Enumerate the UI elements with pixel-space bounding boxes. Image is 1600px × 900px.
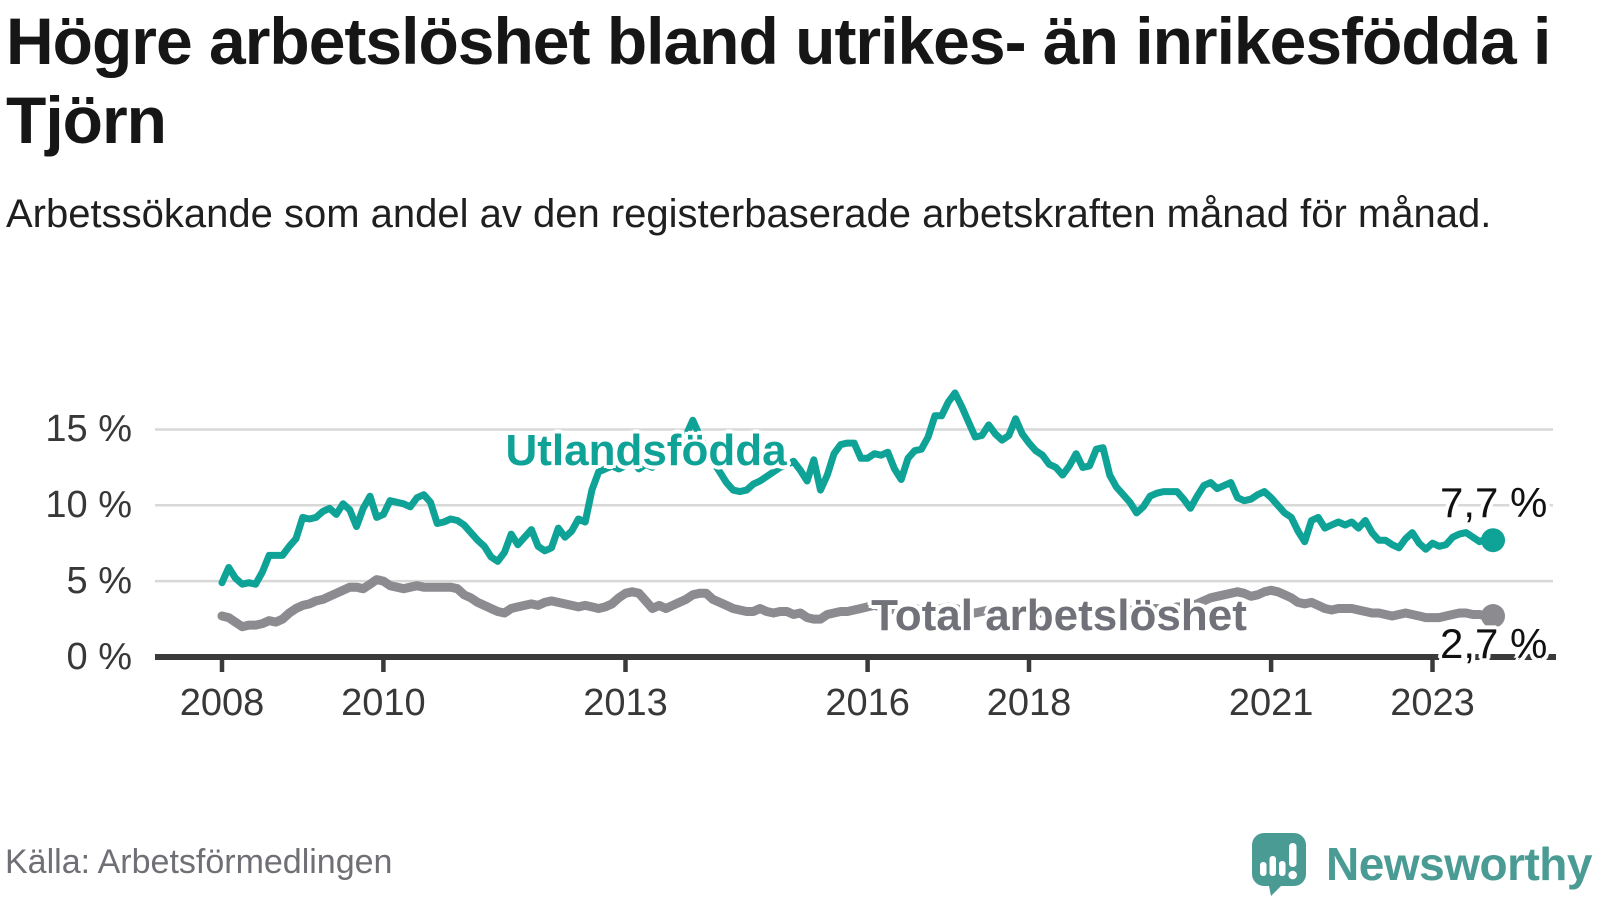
end-value-total: 2,7 % bbox=[1440, 620, 1548, 667]
x-tick-label-2010: 2010 bbox=[341, 682, 426, 724]
source-attribution: Källa: Arbetsförmedlingen bbox=[5, 843, 393, 881]
y-tick-label-15: 15 % bbox=[45, 408, 132, 451]
y-tick-label-10: 10 % bbox=[45, 484, 132, 527]
x-tick-label-2018: 2018 bbox=[986, 682, 1072, 724]
line-series-0 bbox=[218, 389, 1497, 588]
x-tick-label-2008: 2008 bbox=[179, 682, 265, 724]
y-tick-label-0: 0 % bbox=[66, 636, 132, 678]
end-dot-series-1 bbox=[1481, 604, 1506, 629]
series-label-total-arbetsloshet: Total arbetslöshet bbox=[871, 591, 1247, 640]
series-label-utlandsfodda: Utlandsfödda bbox=[505, 426, 787, 475]
end-dot-series-0 bbox=[1481, 528, 1506, 553]
y-tick-label-5: 5 % bbox=[66, 560, 132, 603]
page-title: Högre arbetslöshet bland utrikes- än inr… bbox=[6, 4, 1551, 158]
newsworthy-logo-icon bbox=[1252, 833, 1307, 896]
line-series-1 bbox=[217, 575, 1498, 632]
x-tick-label-2013: 2013 bbox=[583, 682, 668, 724]
x-tick-label-2023: 2023 bbox=[1390, 682, 1475, 724]
x-tick-label-2021: 2021 bbox=[1228, 682, 1314, 724]
newsworthy-logo-text: Newsworthy bbox=[1326, 838, 1592, 890]
x-tick-label-2016: 2016 bbox=[825, 682, 910, 724]
end-value-utlandsfodda: 7,7 % bbox=[1440, 479, 1548, 526]
newsworthy-logo: Newsworthy bbox=[1250, 832, 1592, 896]
chart-subtitle: Arbetssökande som andel av den registerb… bbox=[6, 192, 1492, 236]
